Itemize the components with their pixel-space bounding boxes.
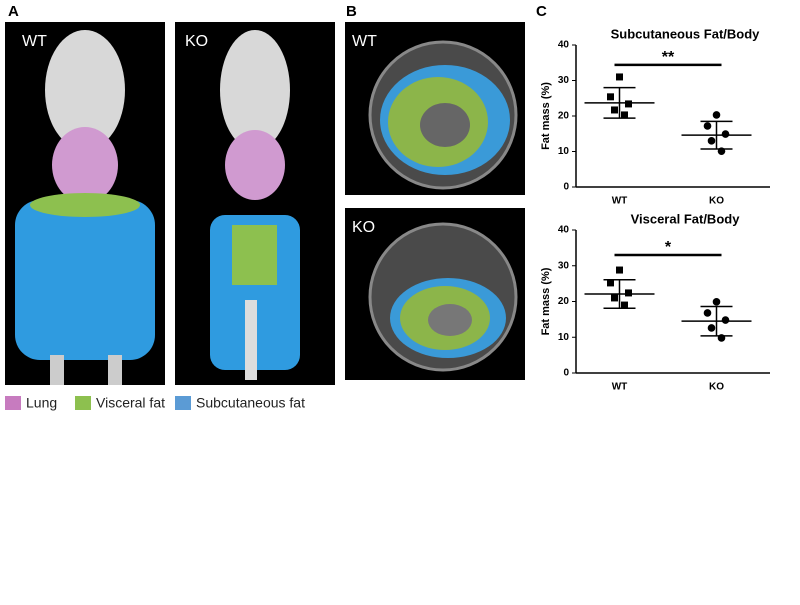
y-tick-label: 20	[558, 111, 570, 122]
data-point	[703, 309, 712, 317]
y-axis-label: Fat mass (%)	[540, 267, 552, 335]
y-tick-label: 10	[558, 146, 570, 157]
data-point	[621, 111, 628, 119]
data-point	[621, 301, 628, 309]
y-tick-label: 0	[563, 368, 569, 379]
data-point	[625, 100, 632, 108]
y-tick-label: 20	[558, 296, 570, 307]
y-tick-label: 40	[558, 225, 570, 236]
y-tick-label: 30	[558, 75, 570, 86]
ct-render-wt	[5, 22, 165, 385]
y-tick-label: 0	[563, 182, 569, 193]
significance-label: *	[665, 239, 672, 256]
panel-label: C	[536, 3, 547, 20]
legend-label: Visceral fat	[96, 395, 165, 411]
data-point	[712, 111, 721, 119]
data-point	[721, 130, 730, 138]
data-point	[616, 266, 623, 274]
image-label: KO	[185, 33, 208, 50]
legend: Lung Visceral fat Subcutaneous fat	[5, 395, 305, 411]
data-point	[611, 106, 618, 114]
data-point	[607, 279, 614, 287]
data-point	[625, 289, 632, 297]
legend-swatch	[75, 396, 91, 410]
chart-title: Subcutaneous Fat/Body	[611, 26, 761, 41]
error-bar	[603, 278, 636, 310]
y-tick-label: 30	[558, 260, 570, 271]
legend-swatch	[175, 396, 191, 410]
error-bar	[603, 86, 636, 119]
data-point	[712, 298, 721, 306]
data-point	[607, 93, 614, 101]
y-axis-label: Fat mass (%)	[540, 82, 552, 150]
image-label: WT	[352, 33, 377, 50]
x-tick-label: WT	[612, 382, 628, 393]
data-point	[703, 122, 712, 130]
error-bar	[700, 120, 733, 150]
image-label: WT	[22, 33, 47, 50]
ct-slice-ko	[345, 208, 525, 380]
panel-label: A	[8, 3, 19, 20]
data-point	[707, 324, 716, 332]
chart-title: Visceral Fat/Body	[631, 211, 741, 226]
error-bar	[700, 305, 733, 337]
charts: Subcutaneous Fat/Body Fat mass (%) 0 10 20 30…	[540, 26, 770, 393]
data-point	[611, 294, 618, 302]
data-point	[721, 316, 730, 324]
image-label: KO	[352, 219, 375, 236]
x-tick-label: KO	[709, 196, 724, 207]
legend-label: Lung	[26, 395, 57, 411]
y-tick-label: 10	[558, 332, 570, 343]
ct-slice-wt	[345, 22, 525, 195]
legend-label: Subcutaneous fat	[196, 395, 305, 411]
significance-label: **	[662, 49, 675, 66]
y-tick-label: 40	[558, 40, 570, 51]
legend-swatch	[5, 396, 21, 410]
data-point	[616, 73, 623, 81]
x-tick-label: WT	[612, 196, 628, 207]
panel-label: B	[346, 3, 357, 20]
x-tick-label: KO	[709, 382, 724, 393]
data-point	[707, 137, 716, 145]
ct-render-ko	[175, 22, 335, 385]
